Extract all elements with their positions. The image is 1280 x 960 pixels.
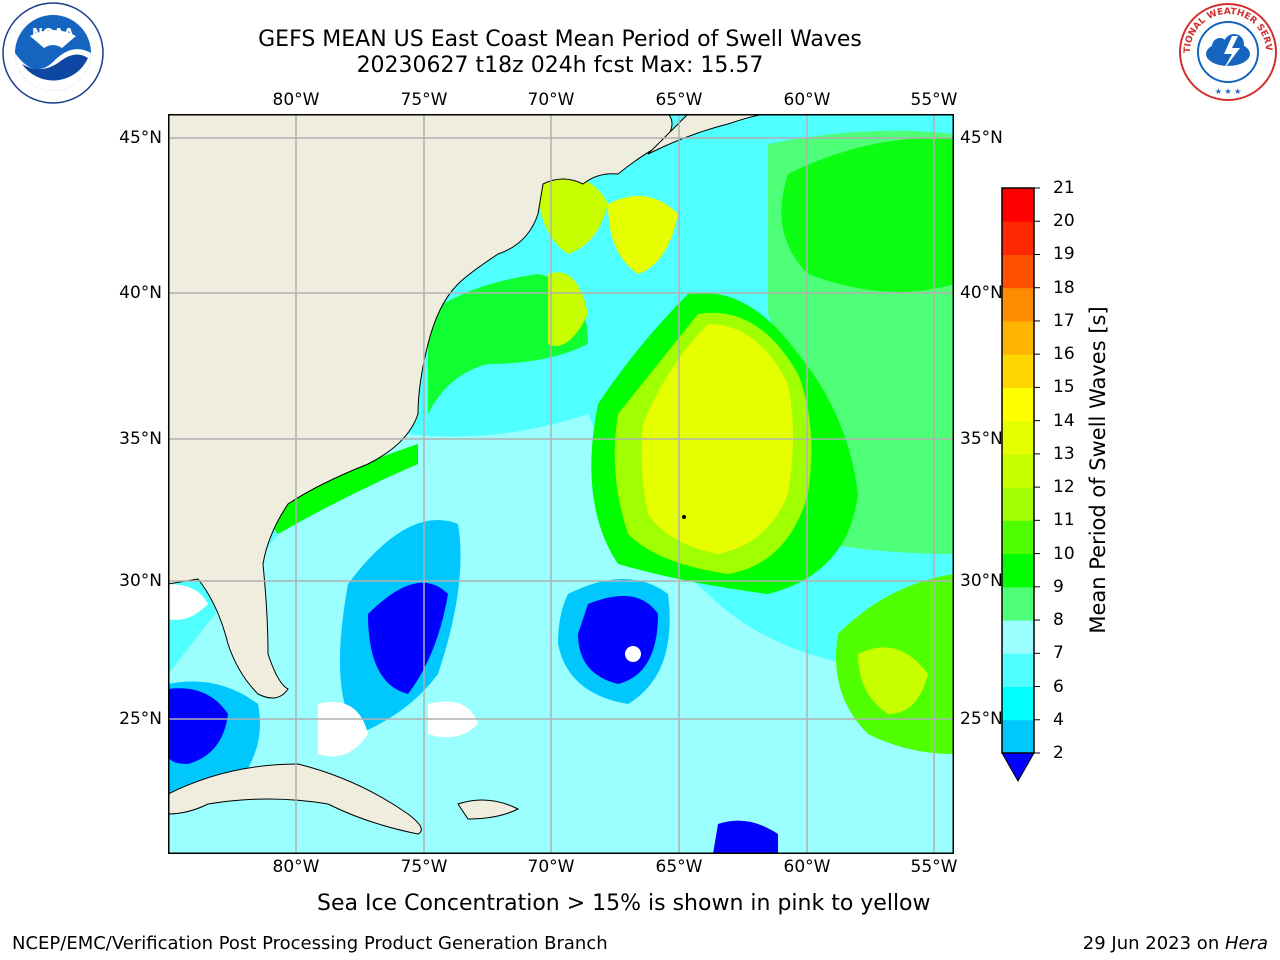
lat-label-left: 40°N: [119, 283, 162, 303]
colorbar-tick-label: 13: [1053, 443, 1075, 464]
lon-label-bottom: 70°W: [527, 857, 575, 877]
colorbar-segment: [1002, 453, 1034, 488]
colorbar-tick-label: 14: [1053, 410, 1075, 431]
contour-2s-central: [578, 596, 658, 684]
colorbar-segment: [1002, 686, 1034, 721]
colorbar-segment: [1002, 620, 1034, 654]
footer-credit: NCEP/EMC/Verification Post Processing Pr…: [12, 933, 608, 954]
colorbar-tick-label: 2: [1053, 743, 1064, 763]
colorbar-tick-label: 18: [1053, 277, 1075, 298]
lat-label-left: 45°N: [119, 128, 162, 148]
colorbar-tick-label: 16: [1053, 344, 1075, 365]
svg-text:★ ★ ★: ★ ★ ★: [1215, 87, 1242, 96]
land-cuba: [168, 763, 422, 835]
colorbar-tick-label: 8: [1053, 610, 1064, 631]
lon-label-bottom: 65°W: [655, 857, 703, 877]
colorbar-segment: [1002, 254, 1034, 289]
lon-label-bottom: 55°W: [910, 857, 958, 877]
contour-2s-west: [168, 688, 228, 764]
lon-label-bottom: 80°W: [272, 857, 320, 877]
lon-label-top: 65°W: [655, 90, 703, 110]
lat-label-left: 30°N: [119, 571, 162, 591]
colorbar-segment: [1002, 520, 1034, 555]
nodata-gulf: [168, 584, 208, 620]
sea-ice-note: Sea Ice Concentration > 15% is shown in …: [317, 891, 931, 916]
nodata-spot: [625, 646, 641, 662]
lat-label-right: 40°N: [960, 283, 1003, 303]
colorbar-segment: [1002, 287, 1034, 322]
colorbar-tick-label: 20: [1053, 211, 1075, 232]
svg-text:NOAA: NOAA: [32, 27, 74, 42]
lat-label-right: 45°N: [960, 128, 1003, 148]
contour-13s-gom-east: [608, 196, 678, 274]
lon-label-top: 55°W: [910, 90, 958, 110]
contour-11s-nearshore: [548, 272, 588, 346]
lon-label-top: 75°W: [400, 90, 448, 110]
colorbar-tick-label: 4: [1053, 709, 1064, 730]
colorbar-tick-label: 12: [1053, 477, 1075, 498]
colorbar-tick-label: 9: [1053, 576, 1064, 597]
colorbar-tick-label: 19: [1053, 244, 1075, 265]
colorbar-label: Mean Period of Swell Waves [s]: [1086, 306, 1110, 634]
colorbar-tick-label: 6: [1053, 676, 1064, 697]
contour-12s-gom-west: [538, 177, 608, 254]
nws-logo: NATIONAL WEATHER SERVICE ★ ★ ★: [1178, 2, 1277, 101]
lon-label-top: 60°W: [783, 90, 831, 110]
colorbar-tick-label: 10: [1053, 543, 1075, 564]
colorbar-extend-min: [1001, 752, 1035, 783]
noaa-logo: NOAA: [2, 2, 104, 104]
lat-label-right: 25°N: [960, 709, 1003, 729]
lon-label-bottom: 75°W: [400, 857, 448, 877]
lat-label-left: 25°N: [119, 709, 162, 729]
lon-label-bottom: 60°W: [783, 857, 831, 877]
lon-label-top: 70°W: [527, 90, 575, 110]
land-north-america: [168, 114, 673, 699]
colorbar-segment: [1002, 320, 1034, 355]
swell-period-map: [168, 114, 954, 854]
colorbar-segment: [1002, 354, 1034, 388]
chart-title: GEFS MEAN US East Coast Mean Period of S…: [258, 27, 862, 52]
colorbar-outline: [1001, 187, 1035, 754]
chart-subtitle: 20230627 t18z 024h fcst Max: 15.57: [356, 53, 764, 78]
footer-host: Hera: [1224, 933, 1268, 954]
colorbar-segment: [1002, 221, 1034, 255]
lat-label-right: 30°N: [960, 571, 1003, 591]
contour-10s-east: [781, 137, 954, 292]
colorbar: [1001, 187, 1040, 783]
colorbar-segment: [1002, 188, 1034, 222]
colorbar-segment: [1002, 387, 1034, 422]
colorbar-tick-label: 11: [1053, 510, 1075, 531]
colorbar-segment: [1002, 653, 1034, 688]
land-hispaniola: [457, 799, 520, 820]
colorbar-segment: [1002, 420, 1034, 455]
land-bermuda: [682, 515, 686, 519]
colorbar-tick-label: 21: [1053, 178, 1075, 198]
colorbar-segment: [1002, 719, 1034, 754]
contour-12s-se: [858, 647, 928, 714]
colorbar-segment: [1002, 487, 1034, 521]
contour-2s-south: [713, 820, 778, 854]
nodata-bahamas: [318, 702, 368, 757]
colorbar-tick-label: 7: [1053, 643, 1064, 664]
lat-label-right: 35°N: [960, 429, 1003, 449]
colorbar-segment: [1002, 553, 1034, 588]
lon-label-top: 80°W: [272, 90, 320, 110]
contour-2s-bahamas: [368, 582, 448, 694]
colorbar-tick-label: 15: [1053, 377, 1075, 398]
graticule: [168, 114, 954, 854]
contour-10s-coast: [263, 444, 418, 534]
colorbar-tick-label: 17: [1053, 310, 1075, 331]
colorbar-segment: [1002, 586, 1034, 621]
lat-label-left: 35°N: [119, 429, 162, 449]
footer-date-text: 29 Jun 2023 on: [1082, 933, 1225, 954]
footer-date: 29 Jun 2023 on Hera: [1083, 933, 1268, 954]
